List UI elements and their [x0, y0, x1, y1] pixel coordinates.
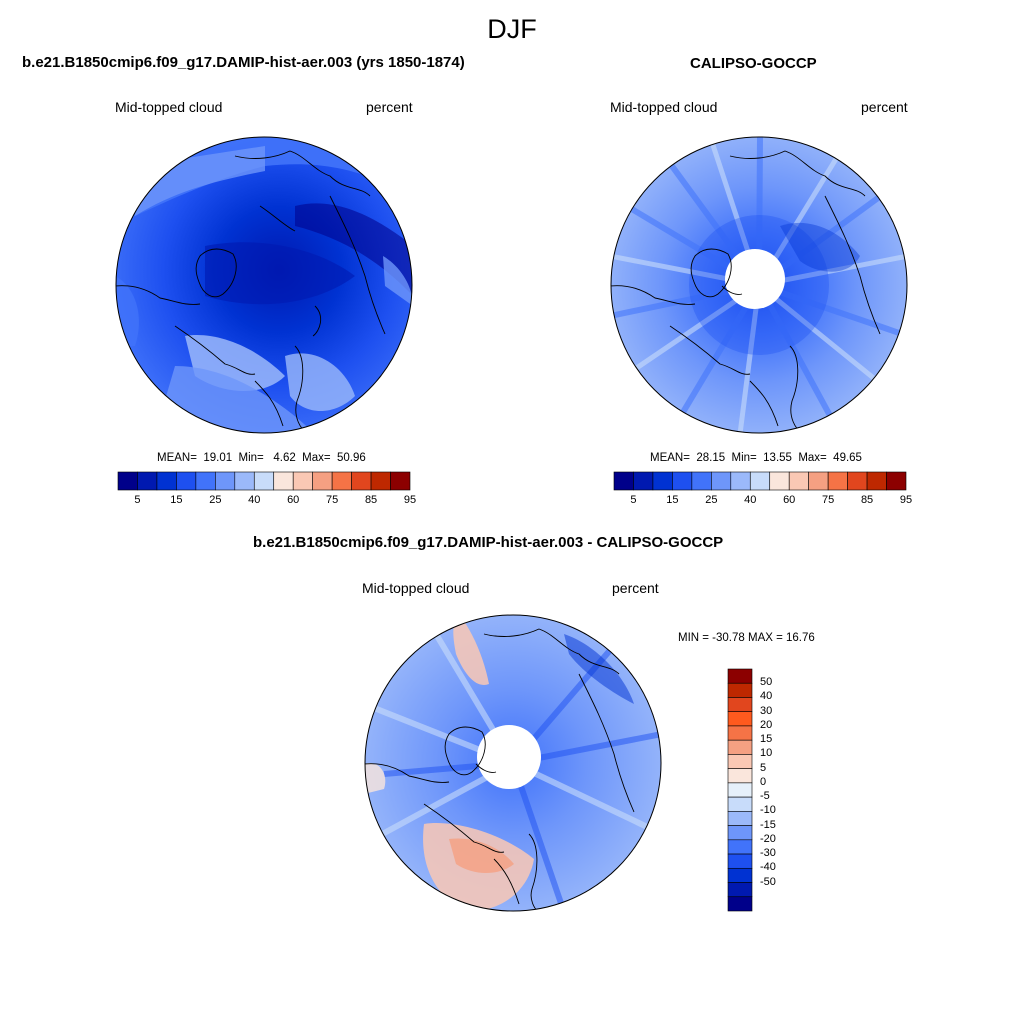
colorbar-swatch — [672, 471, 693, 491]
colorbar-swatch — [727, 754, 753, 769]
colorbar-swatch — [866, 471, 887, 491]
colorbar-swatch — [370, 471, 391, 491]
colorbar-swatch — [730, 471, 751, 491]
panel-obs-variable-label: Mid-topped cloud — [610, 99, 718, 115]
figure-title: DJF — [487, 14, 537, 44]
colorbar-swatch — [727, 782, 753, 798]
colorbar-swatch — [727, 711, 753, 727]
colorbar-tick-label: 5 — [134, 494, 141, 506]
panel-model-stats: MEAN= 19.01 Min= 4.62 Max= 50.96 — [157, 452, 366, 464]
colorbar-swatch — [727, 768, 753, 784]
colorbar-swatch — [253, 471, 275, 491]
colorbar-tick-label: 10 — [760, 747, 773, 760]
colorbar-tick-label: 15 — [170, 494, 183, 506]
panel-obs-stats: MEAN= 28.15 Min= 13.55 Max= 49.65 — [650, 452, 862, 464]
colorbar-swatch — [633, 471, 654, 491]
colorbar-tick-label: -10 — [760, 804, 776, 817]
colorbar-swatch — [727, 668, 753, 684]
panel-diff-minmax: MIN = -30.78 MAX = 16.76 — [678, 632, 815, 644]
colorbar-swatch — [727, 896, 753, 912]
colorbar-tick-label: 20 — [760, 718, 773, 731]
colorbar-swatch — [727, 825, 753, 841]
colorbar-swatch — [727, 853, 753, 869]
colorbar-tick-label: -20 — [760, 832, 776, 845]
colorbar-tick-label: 25 — [705, 494, 718, 506]
colorbar-swatch — [691, 471, 712, 491]
colorbar-swatch — [137, 471, 158, 491]
panel-diff-variable-label: Mid-topped cloud — [362, 580, 470, 596]
colorbar-swatch — [727, 839, 753, 855]
colorbar-swatch — [727, 867, 753, 883]
colorbar-tick-label: 15 — [760, 733, 773, 746]
diff-polar-map — [364, 614, 662, 912]
colorbar-swatch — [351, 471, 372, 491]
colorbar-swatch — [390, 471, 411, 491]
colorbar-tick-label: 75 — [822, 494, 835, 506]
colorbar-tick-label: 40 — [248, 494, 261, 506]
obs-polar-map — [610, 136, 908, 434]
colorbar-tick-label: 5 — [630, 494, 637, 506]
panel-model-colorbar — [117, 471, 411, 491]
colorbar-swatch — [727, 796, 753, 812]
colorbar-swatch — [727, 882, 753, 898]
colorbar-swatch — [788, 471, 809, 491]
colorbar-tick-label: 50 — [760, 676, 773, 689]
colorbar-swatch — [215, 471, 236, 491]
colorbar-tick-label: 60 — [783, 494, 796, 506]
colorbar-swatch — [176, 471, 197, 491]
panel-obs-title: CALIPSO-GOCCP — [690, 55, 817, 72]
panel-diff-units-label: percent — [612, 580, 659, 596]
colorbar-swatch — [727, 725, 753, 741]
colorbar-tick-label: -50 — [760, 875, 776, 888]
colorbar-swatch — [749, 471, 771, 491]
panel-diff-colorbar — [727, 668, 753, 912]
colorbar-tick-label: 5 — [760, 761, 767, 774]
panel-obs-colorbar — [613, 471, 907, 491]
colorbar-tick-label: 95 — [403, 494, 417, 506]
colorbar-tick-label: 85 — [860, 494, 874, 506]
colorbar-tick-label: 40 — [744, 494, 757, 506]
colorbar-swatch — [727, 811, 753, 826]
colorbar-tick-label: 40 — [760, 690, 773, 703]
colorbar-tick-label: -40 — [760, 861, 776, 874]
model-polar-map — [115, 136, 413, 434]
colorbar-swatch — [312, 471, 333, 491]
colorbar-tick-label: -15 — [760, 818, 776, 831]
panel-model-variable-label: Mid-topped cloud — [115, 99, 223, 115]
colorbar-swatch — [652, 471, 673, 491]
colorbar-swatch — [847, 471, 868, 491]
colorbar-swatch — [769, 471, 790, 491]
colorbar-swatch — [234, 471, 255, 491]
colorbar-tick-label: -30 — [760, 847, 776, 860]
colorbar-swatch — [195, 471, 216, 491]
colorbar-swatch — [727, 682, 753, 698]
colorbar-swatch — [613, 471, 634, 491]
colorbar-tick-label: 15 — [666, 494, 679, 506]
colorbar-swatch — [273, 471, 294, 491]
colorbar-swatch — [727, 697, 753, 713]
panel-model-title: b.e21.B1850cmip6.f09_g17.DAMIP-hist-aer.… — [22, 54, 465, 71]
colorbar-tick-label: -5 — [760, 790, 770, 803]
colorbar-tick-label: 30 — [760, 704, 773, 717]
colorbar-swatch — [808, 471, 829, 491]
colorbar-swatch — [727, 739, 753, 755]
colorbar-swatch — [156, 471, 177, 491]
colorbar-tick-label: 0 — [760, 775, 767, 788]
colorbar-tick-label: 95 — [899, 494, 913, 506]
colorbar-tick-label: 85 — [364, 494, 378, 506]
colorbar-swatch — [886, 471, 907, 491]
colorbar-swatch — [711, 471, 732, 491]
panel-diff-title: b.e21.B1850cmip6.f09_g17.DAMIP-hist-aer.… — [253, 534, 724, 551]
colorbar-swatch — [827, 471, 848, 491]
colorbar-swatch — [117, 471, 138, 491]
colorbar-tick-label: 75 — [326, 494, 339, 506]
colorbar-swatch — [292, 471, 313, 491]
colorbar-tick-label: 60 — [287, 494, 300, 506]
panel-model-units-label: percent — [366, 99, 413, 115]
colorbar-tick-label: 25 — [209, 494, 222, 506]
colorbar-swatch — [331, 471, 352, 491]
panel-obs-units-label: percent — [861, 99, 908, 115]
